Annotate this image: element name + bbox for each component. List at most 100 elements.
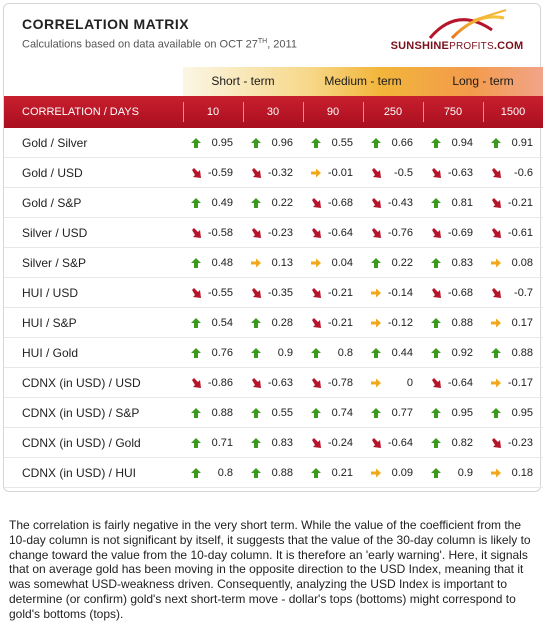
correlation-value: -0.14 — [387, 287, 413, 299]
pair-label: HUI / USD — [22, 286, 79, 300]
correlation-value: 0.74 — [331, 407, 353, 419]
arrow-up-icon — [191, 408, 201, 418]
analysis-paragraph: The correlation is fairly negative in th… — [9, 518, 531, 621]
correlation-cell: -0.63 — [423, 158, 483, 188]
correlation-cell: -0.76 — [363, 218, 423, 248]
pair-label: Silver / S&P — [22, 256, 87, 270]
correlation-cell: 0.82 — [423, 428, 483, 458]
correlation-value: 0.8 — [337, 347, 353, 359]
table-row: Gold / Silver 0.95 0.96 0.55 0.66 0.94 0.91 — [4, 128, 543, 158]
arrow-down-icon — [432, 228, 441, 238]
arrow-up-icon — [251, 408, 261, 418]
header-label: CORRELATION / DAYS — [22, 106, 139, 118]
arrow-up-icon — [251, 318, 261, 328]
correlation-cell: -0.55 — [183, 278, 243, 308]
arrow-up-icon — [371, 348, 381, 358]
correlation-value: 0.04 — [331, 257, 353, 269]
correlation-cell: 0.96 — [243, 128, 303, 158]
correlation-cell: -0.58 — [183, 218, 243, 248]
correlation-cell: 0.17 — [483, 308, 543, 338]
arrow-up-icon — [431, 468, 441, 478]
correlation-value: -0.21 — [327, 317, 353, 329]
arrow-up-icon — [371, 408, 381, 418]
correlation-value: 0.09 — [391, 467, 413, 479]
correlation-cell: 0.55 — [303, 128, 363, 158]
pair-label: HUI / S&P — [22, 316, 77, 330]
correlation-value: -0.21 — [327, 287, 353, 299]
correlation-cell: 0.22 — [243, 188, 303, 218]
pair-label: CDNX (in USD) / S&P — [22, 406, 140, 420]
correlation-cell: 0.8 — [183, 458, 243, 488]
correlation-value: 0.22 — [391, 257, 413, 269]
arrow-up-icon — [191, 318, 201, 328]
arrow-down-icon — [312, 378, 321, 388]
pair-label: CDNX (in USD) / USD — [22, 376, 141, 390]
correlation-value: 0.88 — [271, 467, 293, 479]
arrow-right-icon — [311, 258, 321, 268]
pair-label: Gold / USD — [22, 166, 83, 180]
correlation-value: 0.49 — [211, 197, 233, 209]
correlation-value: 0.95 — [511, 407, 533, 419]
correlation-value: 0.77 — [391, 407, 413, 419]
arrow-down-icon — [372, 198, 381, 208]
correlation-value: 0.48 — [211, 257, 233, 269]
correlation-cell: 0.95 — [183, 128, 243, 158]
correlation-cell: 0.28 — [243, 308, 303, 338]
arrow-down-icon — [432, 378, 441, 388]
correlation-value: 0.95 — [451, 407, 473, 419]
correlation-cell: 0.66 — [363, 128, 423, 158]
correlation-cell: -0.23 — [243, 218, 303, 248]
correlation-cell: -0.69 — [423, 218, 483, 248]
correlation-cell: 0.83 — [243, 428, 303, 458]
correlation-table-body: Gold / Silver 0.95 0.96 0.55 0.66 0.94 0.91 Gol… — [4, 128, 543, 488]
correlation-value: 0.82 — [451, 437, 473, 449]
pair-label: CDNX (in USD) / Gold — [22, 436, 141, 450]
arrow-down-icon — [192, 228, 201, 238]
pair-label: CDNX (in USD) / HUI — [22, 466, 137, 480]
term-short: Short - term — [211, 74, 275, 88]
correlation-cell: -0.14 — [363, 278, 423, 308]
correlation-cell: -0.68 — [303, 188, 363, 218]
arrow-down-icon — [252, 378, 261, 388]
arrow-up-icon — [371, 138, 381, 148]
correlation-value: -0.86 — [207, 377, 233, 389]
correlation-value: 0.9 — [277, 347, 293, 359]
correlation-value: -0.17 — [507, 377, 533, 389]
correlation-value: 0.21 — [331, 467, 353, 479]
table-row: CDNX (in USD) / HUI 0.8 0.88 0.21 0.09 0.9 0.1… — [4, 458, 543, 488]
correlation-cell: -0.5 — [363, 158, 423, 188]
correlation-cell: 0.09 — [363, 458, 423, 488]
correlation-cell: 0.18 — [483, 458, 543, 488]
correlation-value: -0.43 — [387, 197, 413, 209]
sunshine-profits-logo[interactable]: SUNSHINEPROFITS.COM — [382, 8, 532, 58]
arrow-down-icon — [492, 288, 501, 298]
arrow-down-icon — [432, 168, 441, 178]
arrow-up-icon — [491, 348, 501, 358]
correlation-value: 0.55 — [331, 137, 353, 149]
correlation-cell: 0.21 — [303, 458, 363, 488]
arrow-down-icon — [252, 168, 261, 178]
arrow-up-icon — [251, 438, 261, 448]
arrow-right-icon — [311, 168, 321, 178]
correlation-value: -0.64 — [387, 437, 413, 449]
correlation-value: -0.7 — [514, 287, 533, 299]
correlation-cell: 0.74 — [303, 398, 363, 428]
correlation-cell: 0.04 — [303, 248, 363, 278]
arrow-up-icon — [431, 258, 441, 268]
header-day: 1500 — [500, 106, 526, 118]
correlation-cell: 0.08 — [483, 248, 543, 278]
arrow-right-icon — [371, 468, 381, 478]
arrow-down-icon — [252, 288, 261, 298]
arrow-up-icon — [251, 198, 261, 208]
correlation-cell: 0.71 — [183, 428, 243, 458]
correlation-cell: -0.78 — [303, 368, 363, 398]
correlation-value: -0.5 — [394, 167, 413, 179]
arrow-up-icon — [251, 348, 261, 358]
arrow-up-icon — [491, 138, 501, 148]
correlation-cell: 0.44 — [363, 338, 423, 368]
pair-label: HUI / Gold — [22, 346, 79, 360]
table-row: Gold / S&P 0.49 0.22 -0.68 -0.43 0.81 -0.21 — [4, 188, 543, 218]
correlation-value: 0.9 — [457, 467, 473, 479]
correlation-cell: 0.94 — [423, 128, 483, 158]
correlation-cell: 0.81 — [423, 188, 483, 218]
